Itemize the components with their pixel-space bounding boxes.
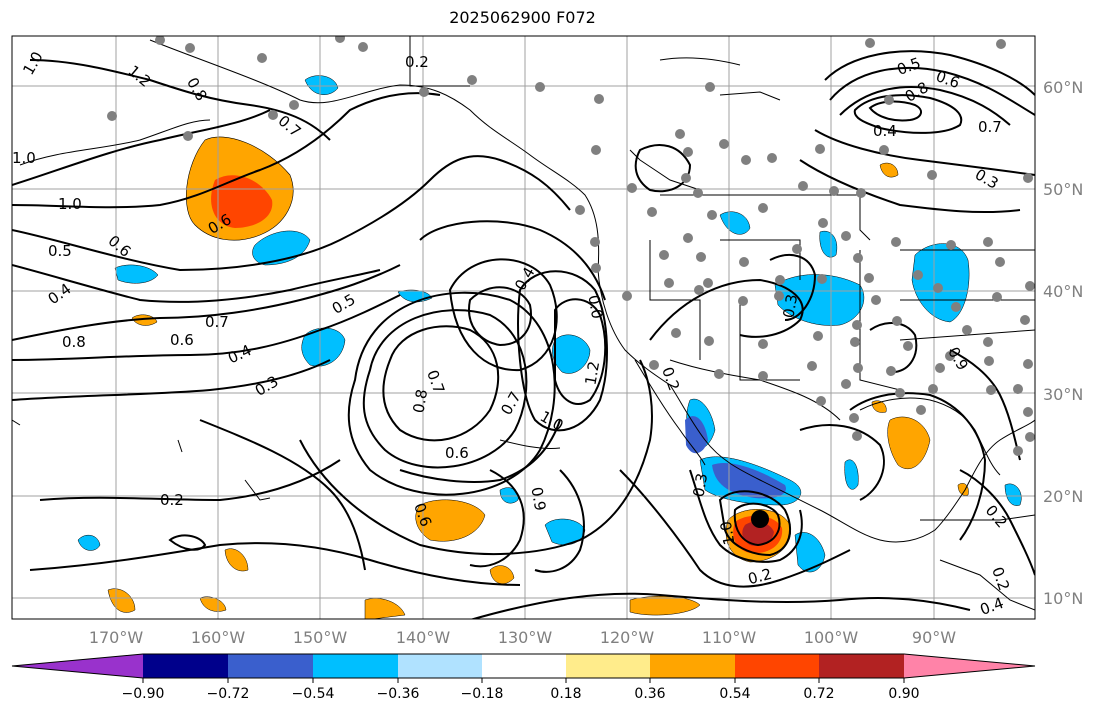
lat-label-10n: 10°N [1043,589,1083,608]
contour-label: 0.9 [527,486,549,513]
longitude-labels: 170°W 160°W 150°W 140°W 130°W 120°W 110°… [89,628,956,647]
contour-label: 0.2 [746,565,774,589]
graticule [12,36,1035,619]
colorbar-tick-label: −0.18 [461,686,504,702]
colorbar-tick-label: −0.54 [292,686,335,702]
shaded-field-layer [77,75,1022,619]
colorbar-segment [735,654,819,678]
contour-label: 0.8 [62,333,86,351]
lon-label-170w: 170°W [89,628,144,647]
storm-center-marker [751,510,769,528]
contour-label: 1.0 [12,149,36,167]
colorbar-segment [904,654,1035,678]
lon-label-90w: 90°W [912,628,956,647]
contour-label: 1.0 [717,520,739,547]
contour-label: 0.0 [584,294,606,321]
colorbar-tick-label: 0.54 [719,686,750,702]
lon-label-110w: 110°W [702,628,757,647]
contour-label: 1.2 [581,360,603,387]
colorbar-tick-label: −0.36 [377,686,420,702]
contour-label: 0.6 [445,444,469,462]
lat-label-60n: 60°N [1043,78,1083,97]
latitude-labels: 60°N 50°N 40°N 30°N 20°N 10°N [1043,78,1083,608]
colorbar-tick-label: 0.18 [550,686,581,702]
lon-label-100w: 100°W [804,628,859,647]
lat-label-30n: 30°N [1043,385,1083,404]
colorbar: −0.90 −0.72 −0.54 −0.36 −0.18 0.18 0.36 … [11,653,1036,702]
colorbar-tick-label: −0.90 [122,686,165,702]
colorbar-segment [12,654,143,678]
colorbar-segment [819,654,904,678]
lat-label-50n: 50°N [1043,180,1083,199]
contour-label: 0.6 [170,331,194,349]
lon-label-130w: 130°W [498,628,553,647]
lat-label-40n: 40°N [1043,282,1083,301]
station-markers [107,36,1035,456]
contour-label: 0.2 [160,491,184,509]
colorbar-segment [650,654,735,678]
lon-label-120w: 120°W [600,628,655,647]
map-title: 2025062900 F072 [449,8,596,27]
contour-label: 0.2 [405,53,429,71]
contour-label: 0.7 [978,118,1002,136]
colorbar-tick-label: 0.72 [803,686,834,702]
colorbar-segment [482,654,566,678]
contour-label: 1.0 [58,195,82,213]
contour-label: 0.5 [48,242,72,260]
contour-lines [12,50,1035,619]
contour-label: 0.3 [689,472,711,499]
map-border [11,35,1036,620]
contour-label: 0.4 [873,122,897,140]
lat-label-20n: 20°N [1043,487,1083,506]
colorbar-segment [228,654,313,678]
colorbar-tick-label: 0.36 [634,686,665,702]
colorbar-tick-label: 0.90 [888,686,919,702]
colorbar-segment [398,654,482,678]
lon-label-140w: 140°W [396,628,451,647]
contour-label: 0.7 [205,313,229,331]
lon-label-160w: 160°W [191,628,246,647]
colorbar-segment [143,654,228,678]
contour-label: 0.3 [779,293,801,320]
colorbar-tick-label: −0.72 [207,686,250,702]
contour-label: 0.8 [409,388,431,415]
colorbar-segment [313,654,398,678]
colorbar-segment [566,654,650,678]
lon-label-150w: 150°W [293,628,348,647]
